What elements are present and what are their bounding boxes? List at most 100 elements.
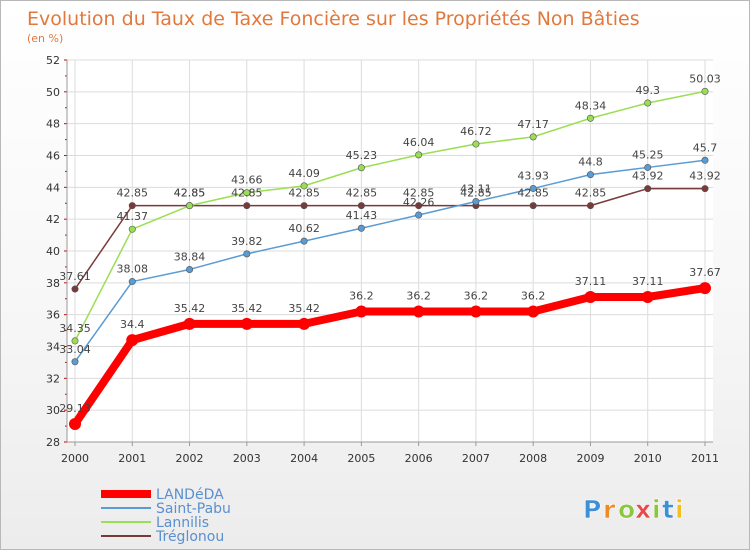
- data-point: [644, 185, 652, 193]
- data-point: [357, 164, 365, 172]
- data-point: [644, 99, 652, 107]
- data-label: 45.25: [632, 148, 664, 161]
- data-point: [586, 114, 594, 122]
- data-label: 42.85: [460, 187, 492, 200]
- chart-subtitle: (en %): [27, 32, 63, 45]
- data-point: [644, 163, 652, 171]
- data-point: [527, 305, 540, 318]
- data-point: [586, 171, 594, 179]
- data-point: [71, 358, 79, 366]
- data-label: 42.85: [174, 187, 206, 200]
- data-point: [415, 211, 423, 219]
- data-point: [701, 185, 709, 193]
- data-point: [584, 290, 597, 303]
- grid: [67, 59, 713, 443]
- data-point: [300, 202, 308, 210]
- data-label: 50.03: [689, 72, 721, 85]
- data-point: [641, 290, 654, 303]
- data-label: 41.43: [346, 209, 378, 222]
- data-label: 42.85: [231, 187, 263, 200]
- data-point: [240, 317, 253, 330]
- series-lines: [69, 87, 711, 431]
- axes: 28 30 32 34 36 38 40 42 44 46 48 50 52 2000 2001 2002 20…: [46, 54, 719, 465]
- y-tick-label: 36: [46, 309, 60, 322]
- y-tick-label: 38: [46, 277, 60, 290]
- chart-title: Evolution du Taux de Taxe Foncière sur l…: [27, 8, 640, 30]
- data-point: [69, 418, 81, 431]
- data-label: 37.11: [632, 275, 664, 288]
- data-label: 39.82: [231, 235, 263, 248]
- x-tick-label: 2009: [576, 452, 604, 465]
- data-label: 43.11: [460, 182, 492, 195]
- logo-letter: r: [603, 495, 616, 524]
- y-tick-label: 50: [46, 86, 60, 99]
- data-label: 36.2: [406, 289, 431, 302]
- data-point: [415, 202, 423, 210]
- x-tick-label: 2008: [519, 452, 547, 465]
- data-label: 43.66: [231, 174, 263, 187]
- data-label: 42.85: [403, 187, 435, 200]
- legend-label: Tréglonou: [155, 529, 224, 545]
- data-point: [243, 189, 251, 197]
- data-label: 42.85: [174, 187, 206, 200]
- data-label: 38.08: [117, 263, 149, 276]
- data-point: [243, 202, 251, 210]
- data-point: [701, 156, 709, 164]
- data-label: 47.17: [517, 118, 549, 131]
- data-point: [586, 202, 594, 210]
- data-label: 37.61: [59, 270, 91, 283]
- data-point: [186, 202, 194, 210]
- x-tick-label: 2004: [290, 452, 318, 465]
- data-label: 46.04: [403, 136, 435, 149]
- series-line-3: [74, 187, 706, 290]
- y-tick-label: 28: [46, 436, 60, 449]
- data-point: [300, 182, 308, 190]
- data-point: [128, 225, 136, 233]
- y-tick-label: 32: [46, 372, 60, 385]
- data-label: 41.37: [117, 210, 149, 223]
- x-tick-label: 2006: [405, 452, 433, 465]
- data-label: 36.2: [521, 289, 546, 302]
- x-tick-label: 2011: [691, 452, 719, 465]
- data-point: [183, 317, 196, 330]
- data-label: 43.92: [632, 170, 664, 183]
- data-label: 48.34: [575, 99, 607, 112]
- x-tick-label: 2003: [233, 452, 261, 465]
- data-point: [243, 250, 251, 258]
- data-label: 35.42: [231, 302, 263, 315]
- data-label: 42.85: [575, 187, 607, 200]
- data-point: [469, 305, 482, 318]
- data-label: 44.09: [288, 167, 320, 180]
- series-line-1: [74, 159, 706, 363]
- data-label: 49.3: [635, 84, 660, 97]
- data-point: [300, 237, 308, 245]
- series-line-2: [74, 90, 706, 342]
- x-tick-label: 2007: [462, 452, 490, 465]
- data-point: [412, 305, 425, 318]
- data-point: [126, 334, 139, 347]
- data-point: [529, 133, 537, 141]
- data-label: 45.23: [346, 149, 378, 162]
- data-label: 34.4: [120, 318, 145, 331]
- logo-letter: o: [618, 495, 635, 524]
- data-label: 42.85: [117, 187, 149, 200]
- x-tick-label: 2002: [176, 452, 204, 465]
- data-label: 42.85: [288, 187, 320, 200]
- data-point: [357, 224, 365, 232]
- data-label: 42.85: [517, 187, 549, 200]
- logo-letter: t: [662, 495, 674, 524]
- data-label: 42.85: [346, 187, 378, 200]
- data-point: [128, 278, 136, 286]
- data-label: 35.42: [288, 302, 320, 315]
- data-point: [701, 87, 709, 95]
- data-label: 36.2: [464, 289, 489, 302]
- x-tick-label: 2010: [634, 452, 662, 465]
- data-point: [529, 184, 537, 192]
- data-point: [699, 282, 711, 295]
- x-tick-label: 2005: [347, 452, 375, 465]
- data-label: 43.93: [517, 169, 549, 182]
